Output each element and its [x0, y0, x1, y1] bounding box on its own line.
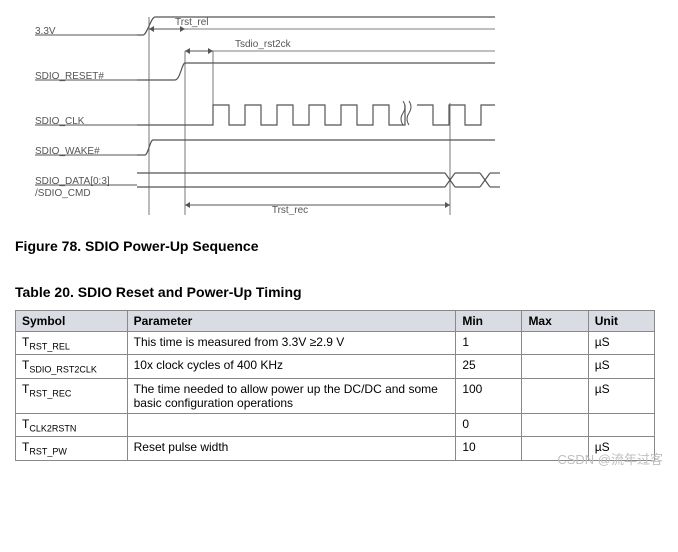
cell-param: This time is measured from 3.3V ≥2.9 V: [127, 332, 456, 355]
th-param: Parameter: [127, 311, 456, 332]
sym-sub: CLK2RSTN: [29, 423, 76, 433]
cell-param: [127, 413, 456, 436]
cell-symbol: TRST_REL: [16, 332, 128, 355]
figure-caption: Figure 78. SDIO Power-Up Sequence: [15, 238, 663, 254]
cell-symbol: TRST_REC: [16, 378, 128, 413]
th-max: Max: [522, 311, 588, 332]
cell-unit: µS: [588, 332, 654, 355]
cell-param: The time needed to allow power up the DC…: [127, 378, 456, 413]
cell-min: 25: [456, 355, 522, 378]
sym-sub: RST_REL: [29, 341, 70, 351]
cell-min: 10: [456, 437, 522, 460]
table-caption: Table 20. SDIO Reset and Power-Up Timing: [15, 284, 663, 300]
table-header-row: Symbol Parameter Min Max Unit: [16, 311, 655, 332]
sym-sub: RST_PW: [29, 447, 67, 457]
cell-unit: [588, 413, 654, 436]
svg-text:Trst_rel: Trst_rel: [175, 17, 209, 28]
watermark: CSDN @流年过客: [557, 449, 663, 468]
svg-text:Trst_rec: Trst_rec: [272, 205, 308, 215]
cell-unit: µS: [588, 378, 654, 413]
th-unit: Unit: [588, 311, 654, 332]
table-row: TSDIO_RST2CLK10x clock cycles of 400 KHz…: [16, 355, 655, 378]
th-min: Min: [456, 311, 522, 332]
table-row: TCLK2RSTN 0: [16, 413, 655, 436]
cell-min: 0: [456, 413, 522, 436]
svg-text:/SDIO_CMD: /SDIO_CMD: [35, 188, 91, 199]
cell-max: [522, 355, 588, 378]
cell-symbol: TRST_PW: [16, 437, 128, 460]
cell-symbol: TCLK2RSTN: [16, 413, 128, 436]
cell-max: [522, 332, 588, 355]
timing-table: Symbol Parameter Min Max Unit TRST_RELTh…: [15, 310, 655, 461]
table-row: TRST_RELThis time is measured from 3.3V …: [16, 332, 655, 355]
cell-max: [522, 413, 588, 436]
cell-symbol: TSDIO_RST2CLK: [16, 355, 128, 378]
table-row: TRST_RECThe time needed to allow power u…: [16, 378, 655, 413]
sym-sub: RST_REC: [29, 388, 71, 398]
svg-text:Tsdio_rst2ck: Tsdio_rst2ck: [235, 39, 292, 50]
sym-sub: SDIO_RST2CLK: [29, 365, 97, 375]
cell-min: 1: [456, 332, 522, 355]
cell-max: [522, 378, 588, 413]
timing-svg: 3.3VSDIO_RESET#SDIO_CLKSDIO_WAKE#SDIO_DA…: [35, 15, 515, 215]
cell-param: Reset pulse width: [127, 437, 456, 460]
timing-diagram: 3.3VSDIO_RESET#SDIO_CLKSDIO_WAKE#SDIO_DA…: [35, 15, 663, 218]
th-symbol: Symbol: [16, 311, 128, 332]
cell-unit: µS: [588, 355, 654, 378]
cell-min: 100: [456, 378, 522, 413]
cell-param: 10x clock cycles of 400 KHz: [127, 355, 456, 378]
